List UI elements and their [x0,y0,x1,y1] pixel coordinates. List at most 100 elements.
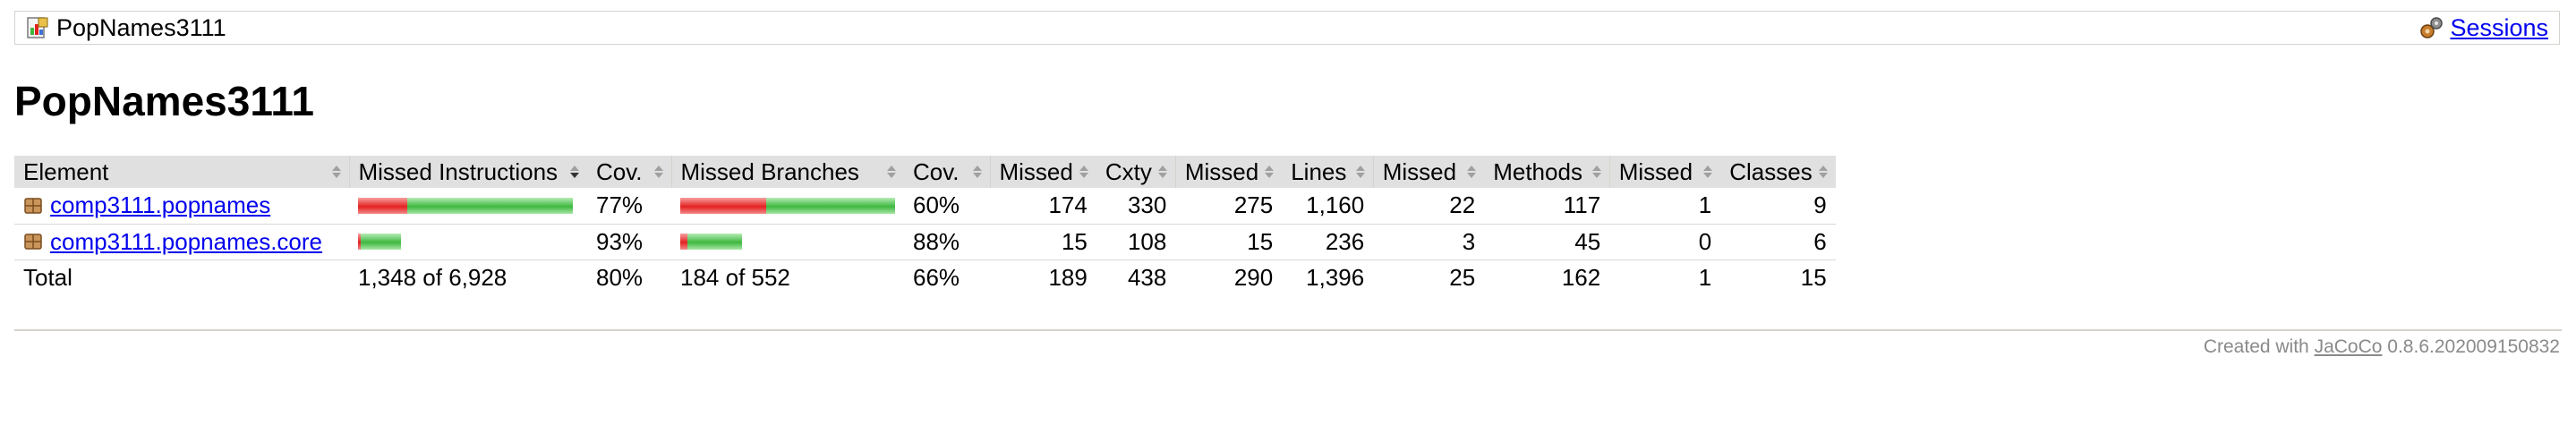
header-cov-branches[interactable]: Cov. [904,156,990,188]
branches-cov: 88% [904,224,990,260]
footer-prefix: Created with [2203,336,2309,357]
missed-bar [680,234,687,250]
footer-divider [14,329,2562,331]
footer: Created with JaCoCo 0.8.6.202009150832 [2204,336,2560,358]
total-branches-cov: 66% [913,263,960,291]
total-label: Total [23,263,73,291]
covered-bar [687,234,742,250]
breadcrumb-report-name: PopNames3111 [56,13,226,41]
total-lines: 1,396 [1306,263,1365,291]
header-missed-lines-label: Missed [1184,157,1259,185]
header-missed-instructions[interactable]: Missed Instructions [348,156,587,188]
missed-bar [358,234,361,250]
total-missed-methods: 25 [1449,263,1476,291]
missed-cxty: 174 [990,188,1096,225]
instructions-coverage-bar [358,234,578,250]
covered-bar [407,197,573,214]
header-cov-branches-label: Cov. [913,157,960,185]
header-lines-label: Lines [1291,157,1347,185]
table-total-row: Total 1,348 of 6,928 80% 184 of 552 66% … [14,259,1836,295]
sort-icon [653,166,663,178]
footer-version: 0.8.6.202009150832 [2387,336,2560,357]
header-cov-instructions-label: Cov. [596,157,643,185]
header-cov-instructions[interactable]: Cov. [587,156,671,188]
header-missed-branches[interactable]: Missed Branches [670,156,904,188]
element-cell: comp3111.popnames [14,188,349,225]
header-cxty[interactable]: Cxty [1096,156,1176,188]
sort-icon [331,166,341,178]
package-icon [24,198,42,214]
header-element-label: Element [23,157,109,185]
sort-icon [1265,166,1275,178]
lines: 1,160 [1282,188,1374,225]
cxty: 330 [1096,188,1176,225]
sort-icon [972,166,982,178]
table-body: comp3111.popnames 77% 60% 174 330 275 1, [14,188,1836,260]
header-missed-classes[interactable]: Missed [1608,156,1721,188]
element-cell: comp3111.popnames.core [14,224,349,260]
missed-instructions-bar-cell [349,188,587,225]
header-missed-classes-label: Missed [1618,157,1693,185]
header-missed-cxty[interactable]: Missed [989,156,1096,188]
package-link[interactable]: comp3111.popnames.core [50,227,323,255]
missed-bar [358,197,407,214]
branches-coverage-bar [680,234,895,250]
header-classes[interactable]: Classes [1720,156,1836,188]
covered-bar [766,197,895,214]
methods: 117 [1484,188,1610,225]
missed-methods: 22 [1373,188,1485,225]
classes: 6 [1720,224,1836,260]
sort-icon [1818,166,1828,178]
instructions-coverage-bar [358,197,578,214]
table-header-row: Element Missed Instructions Cov. Missed … [14,156,1836,188]
missed-instructions-bar-cell [349,224,587,260]
missed-branches-bar-cell [671,224,904,260]
sort-icon [887,166,896,178]
total-instructions-cov: 80% [596,263,644,291]
sort-icon [1157,166,1167,178]
missed-cxty: 15 [990,224,1096,260]
header-missed-cxty-label: Missed [999,157,1073,185]
header-missed-methods[interactable]: Missed [1372,156,1485,188]
header-missed-branches-label: Missed Branches [680,157,859,185]
sort-icon [1703,166,1713,178]
missed-lines: 275 [1175,188,1283,225]
lines: 236 [1282,224,1374,260]
total-cxty: 438 [1127,263,1167,291]
breadcrumb-right: Sessions [2419,12,2548,44]
session-icon [2419,15,2444,40]
header-missed-lines[interactable]: Missed [1174,156,1283,188]
header-element[interactable]: Element [14,156,349,188]
missed-branches-bar-cell [671,188,904,225]
breadcrumb: PopNames3111 Sessions [14,11,2560,45]
total-missed-instructions: 1,348 of 6,928 [358,263,508,291]
sort-icon [1079,166,1088,178]
total-missed-lines: 290 [1233,263,1274,291]
jacoco-link[interactable]: JaCoCo [2314,336,2383,357]
missed-bar [680,197,766,214]
total-missed-classes: 1 [1698,263,1712,291]
total-missed-branches: 184 of 552 [680,263,790,291]
header-methods[interactable]: Methods [1484,156,1610,188]
missed-classes: 0 [1609,224,1721,260]
missed-methods: 3 [1373,224,1485,260]
header-methods-label: Methods [1493,157,1582,185]
branches-cov: 60% [904,188,990,225]
breadcrumb-left: PopNames3111 [26,12,226,44]
header-missed-instructions-label: Missed Instructions [358,157,559,185]
classes: 9 [1720,188,1836,225]
package-icon [24,234,42,250]
package-link[interactable]: comp3111.popnames [50,191,271,219]
sort-icon [1467,166,1477,178]
header-classes-label: Classes [1729,157,1813,185]
header-lines[interactable]: Lines [1282,156,1374,188]
total-classes: 15 [1800,263,1827,291]
report-icon [26,16,49,39]
missed-lines: 15 [1175,224,1283,260]
sort-icon [1591,166,1601,178]
header-cxty-label: Cxty [1105,157,1152,185]
sessions-link[interactable]: Sessions [2450,13,2548,41]
page-title: PopNames3111 [14,78,315,124]
instructions-cov: 93% [587,224,671,260]
